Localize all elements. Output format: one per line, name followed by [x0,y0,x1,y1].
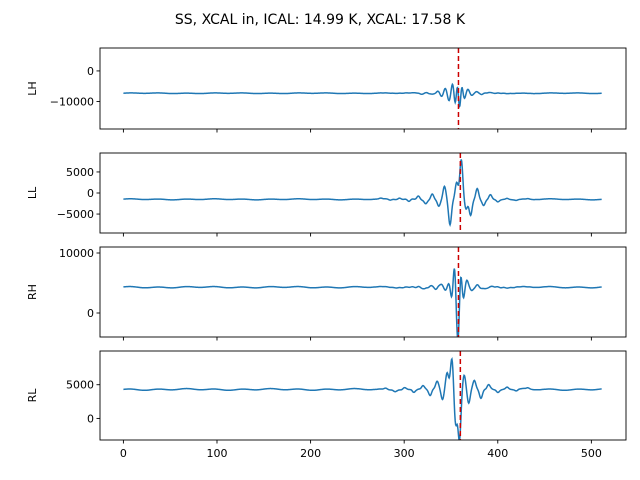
series-line-LH [123,82,602,109]
axes-frame-LL [99,152,627,234]
series-line-RL [123,357,602,440]
y-tick-label: 0 [87,307,94,320]
x-tick-label: 500 [581,447,602,460]
y-tick-label: 10000 [59,247,94,260]
axes-frame-RL [99,350,627,441]
series-line-LL [123,159,602,227]
y-tick-label: 5000 [66,379,94,392]
x-tick-label: 400 [487,447,508,460]
panel-RL: 5000 0 RL 0 100 200 300 400 500 [26,350,627,460]
x-tick-label: 100 [206,447,227,460]
y-axis-label: LL [26,186,39,199]
y-tick-label: 0 [87,187,94,200]
panel-LH: 0 −10000 LH [26,47,627,133]
y-axis-label: RL [26,388,39,403]
y-tick-label: −5000 [57,208,94,221]
panel-LL: 5000 0 −5000 LL [26,152,627,237]
x-tick-label: 300 [394,447,415,460]
y-tick-label: −10000 [50,95,94,108]
panel-RH: 10000 0 RH [26,246,627,341]
series-line-RH [123,268,602,337]
x-tick-label: 0 [120,447,127,460]
axes-frame-LH [99,47,627,130]
x-tick-label: 200 [300,447,321,460]
y-tick-label: 0 [87,65,94,78]
y-axis-label: LH [26,81,39,95]
axes-frame-RH [99,246,627,338]
y-tick-label: 0 [87,412,94,425]
y-tick-label: 5000 [66,166,94,179]
chart-title: SS, XCAL in, ICAL: 14.99 K, XCAL: 17.58 … [175,12,466,28]
y-axis-label: RH [26,284,39,300]
